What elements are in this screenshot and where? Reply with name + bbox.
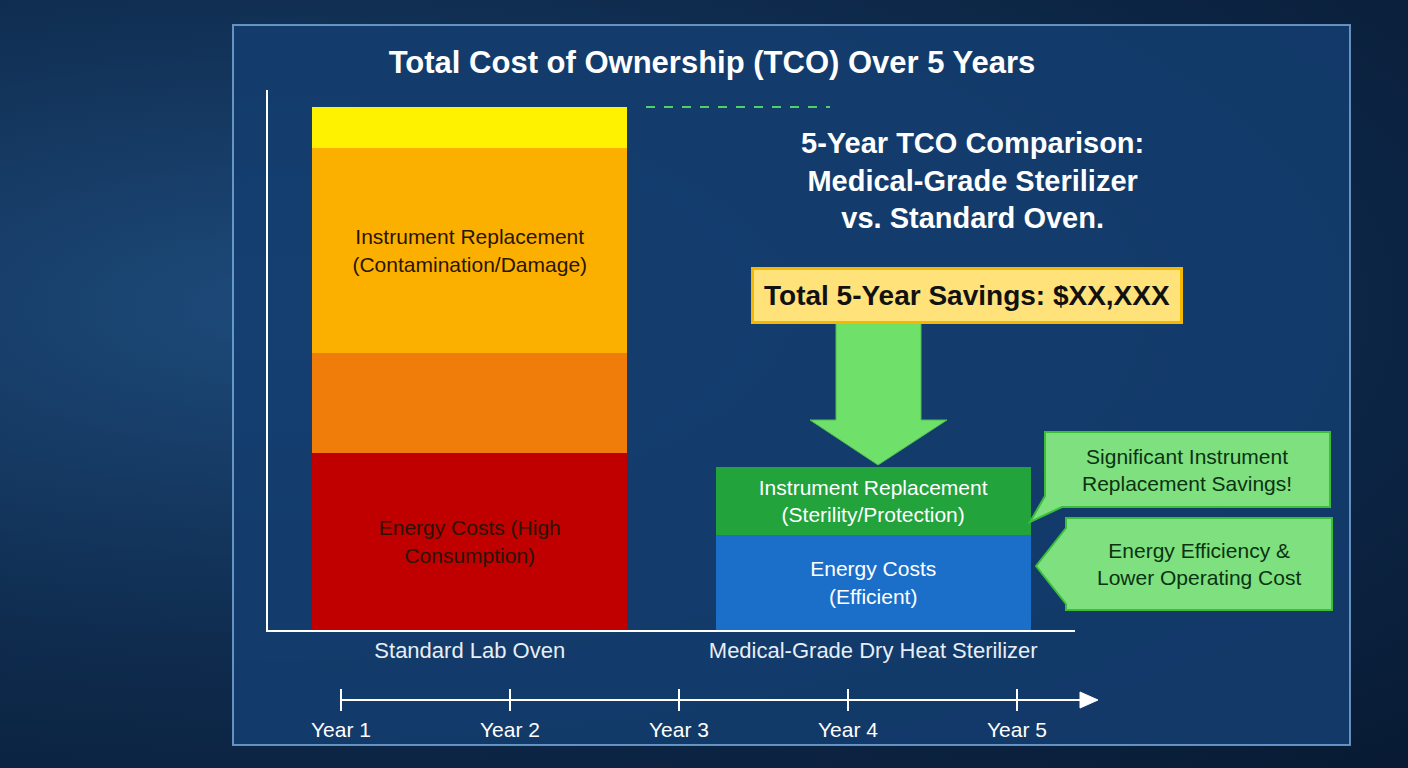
svg-text:Year 2: Year 2 [480, 718, 540, 741]
svg-text:Instrument Replacement(Contami: Instrument Replacement(Contamination/Dam… [352, 225, 587, 275]
svg-text:Total Cost of Ownership (TCO): Total Cost of Ownership (TCO) Over 5 Yea… [389, 45, 1036, 80]
svg-text:Significant InstrumentReplacem: Significant InstrumentReplacement Saving… [1082, 445, 1292, 495]
svg-text:5-Year TCO Comparison:Medical-: 5-Year TCO Comparison:Medical-Grade Ster… [801, 127, 1144, 234]
svg-text:Energy Efficiency &Lower Opera: Energy Efficiency &Lower Operating Cost [1097, 539, 1301, 589]
svg-text:Total 5-Year Savings: $XX,XXX: Total 5-Year Savings: $XX,XXX [764, 280, 1170, 311]
svg-text:Medical-Grade Dry Heat Sterili: Medical-Grade Dry Heat Sterilizer [709, 638, 1038, 663]
svg-text:Year 1: Year 1 [311, 718, 371, 741]
svg-text:Energy Costs(Efficient): Energy Costs(Efficient) [810, 557, 936, 607]
svg-text:Year 3: Year 3 [649, 718, 709, 741]
svg-text:Standard Lab Oven: Standard Lab Oven [374, 638, 565, 663]
svg-text:Instrument Replacement(Sterili: Instrument Replacement(Sterility/Protect… [759, 476, 988, 526]
svg-text:Year 4: Year 4 [818, 718, 878, 741]
svg-text:Energy Costs (HighConsumption): Energy Costs (HighConsumption) [379, 516, 561, 566]
svg-text:Year 5: Year 5 [987, 718, 1047, 741]
